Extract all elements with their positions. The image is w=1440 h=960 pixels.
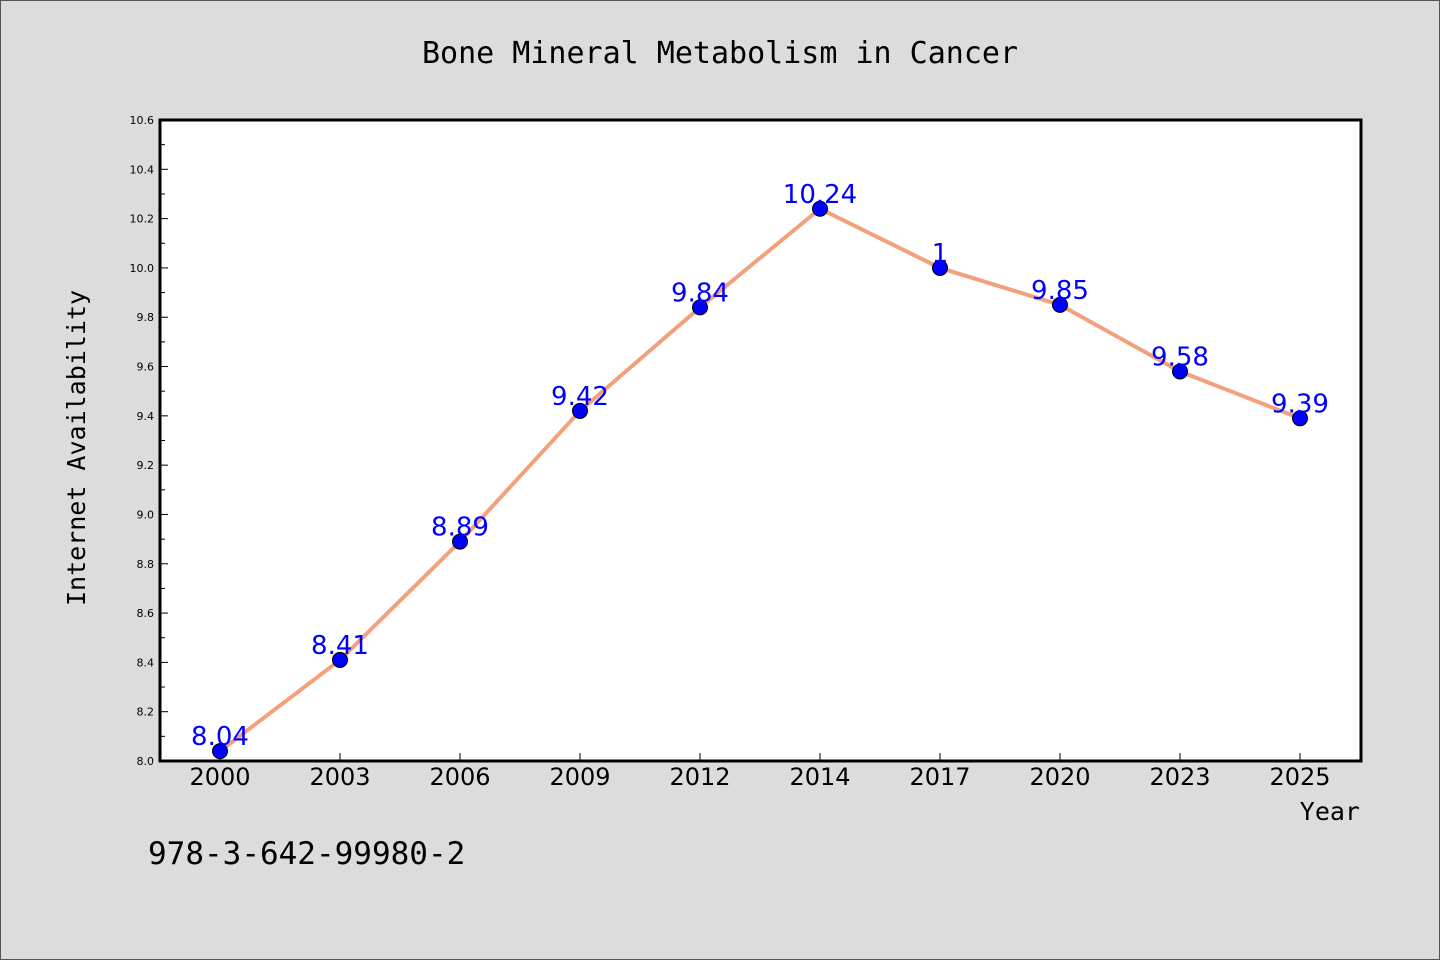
data-point bbox=[1052, 296, 1068, 313]
x-tick-label: 2017 bbox=[909, 763, 970, 791]
y-tick-label: 8.4 bbox=[137, 656, 155, 669]
y-tick-label: 10.0 bbox=[130, 262, 155, 275]
y-tick-label: 10.4 bbox=[130, 163, 155, 176]
data-point bbox=[692, 299, 708, 316]
x-tick-label: 2009 bbox=[549, 763, 610, 791]
chart-title: Bone Mineral Metabolism in Cancer bbox=[422, 36, 1018, 71]
data-label: 9.58 bbox=[1151, 342, 1209, 372]
x-axis-label: Year bbox=[1300, 797, 1360, 826]
y-tick-label: 9.0 bbox=[137, 508, 155, 521]
y-tick-label: 8.8 bbox=[137, 558, 155, 571]
data-label: 8.41 bbox=[311, 631, 369, 661]
data-point bbox=[1292, 410, 1308, 427]
y-axis: 8.0 8.2 8.4 8.6 8.8 9.0 9.2 9.4 9.6 9.8 10.0 10.2 10… bbox=[130, 114, 168, 768]
data-point bbox=[1172, 363, 1188, 380]
x-tick-label: 2012 bbox=[669, 763, 730, 791]
y-tick-label: 8.0 bbox=[137, 755, 155, 768]
plot-area bbox=[158, 118, 1363, 763]
x-tick-label: 2006 bbox=[429, 763, 490, 791]
data-label: 1 bbox=[932, 239, 949, 269]
data-point bbox=[572, 402, 588, 419]
series-line-group bbox=[218, 206, 1301, 753]
data-label: 10.24 bbox=[783, 180, 857, 210]
y-tick-label: 8.2 bbox=[137, 706, 155, 719]
x-tick-label: 2003 bbox=[309, 763, 370, 791]
data-labels-group: 8.04 8.41 8.89 9.42 9.84 10.24 1 9.85 9.58 9.39 bbox=[191, 180, 1329, 752]
y-tick-label: 10.6 bbox=[130, 114, 155, 127]
y-tick-label: 9.6 bbox=[137, 361, 155, 374]
y-axis-label: Internet Availability bbox=[62, 290, 91, 606]
data-point bbox=[212, 743, 228, 760]
data-point bbox=[812, 200, 828, 217]
data-label: 9.85 bbox=[1031, 276, 1089, 306]
y-tick-label: 10.2 bbox=[130, 213, 155, 226]
markers-group bbox=[212, 200, 1308, 760]
footer-isbn: 978-3-642-99980-2 bbox=[148, 836, 465, 872]
data-label: 8.04 bbox=[191, 722, 249, 752]
x-tick-label: 2000 bbox=[189, 763, 250, 791]
data-label: 9.84 bbox=[671, 278, 729, 308]
x-tick-label: 2020 bbox=[1029, 763, 1090, 791]
data-label: 9.39 bbox=[1271, 389, 1329, 419]
x-tick-label: 2025 bbox=[1269, 763, 1330, 791]
series-line bbox=[218, 206, 1301, 753]
x-tick-label: 2023 bbox=[1149, 763, 1210, 791]
data-label: 9.42 bbox=[551, 382, 609, 412]
y-tick-label: 9.8 bbox=[137, 311, 155, 324]
y-tick-label: 9.2 bbox=[137, 459, 155, 472]
data-point bbox=[332, 651, 348, 668]
data-point bbox=[452, 533, 468, 550]
y-tick-label: 9.4 bbox=[137, 410, 155, 423]
x-axis: 2000 2003 2006 2009 2012 2014 2017 2020 2023 2025 bbox=[189, 753, 1331, 791]
y-tick-label: 8.6 bbox=[137, 607, 155, 620]
x-tick-label: 2014 bbox=[789, 763, 850, 791]
data-point bbox=[932, 259, 948, 276]
data-label: 8.89 bbox=[431, 513, 489, 543]
